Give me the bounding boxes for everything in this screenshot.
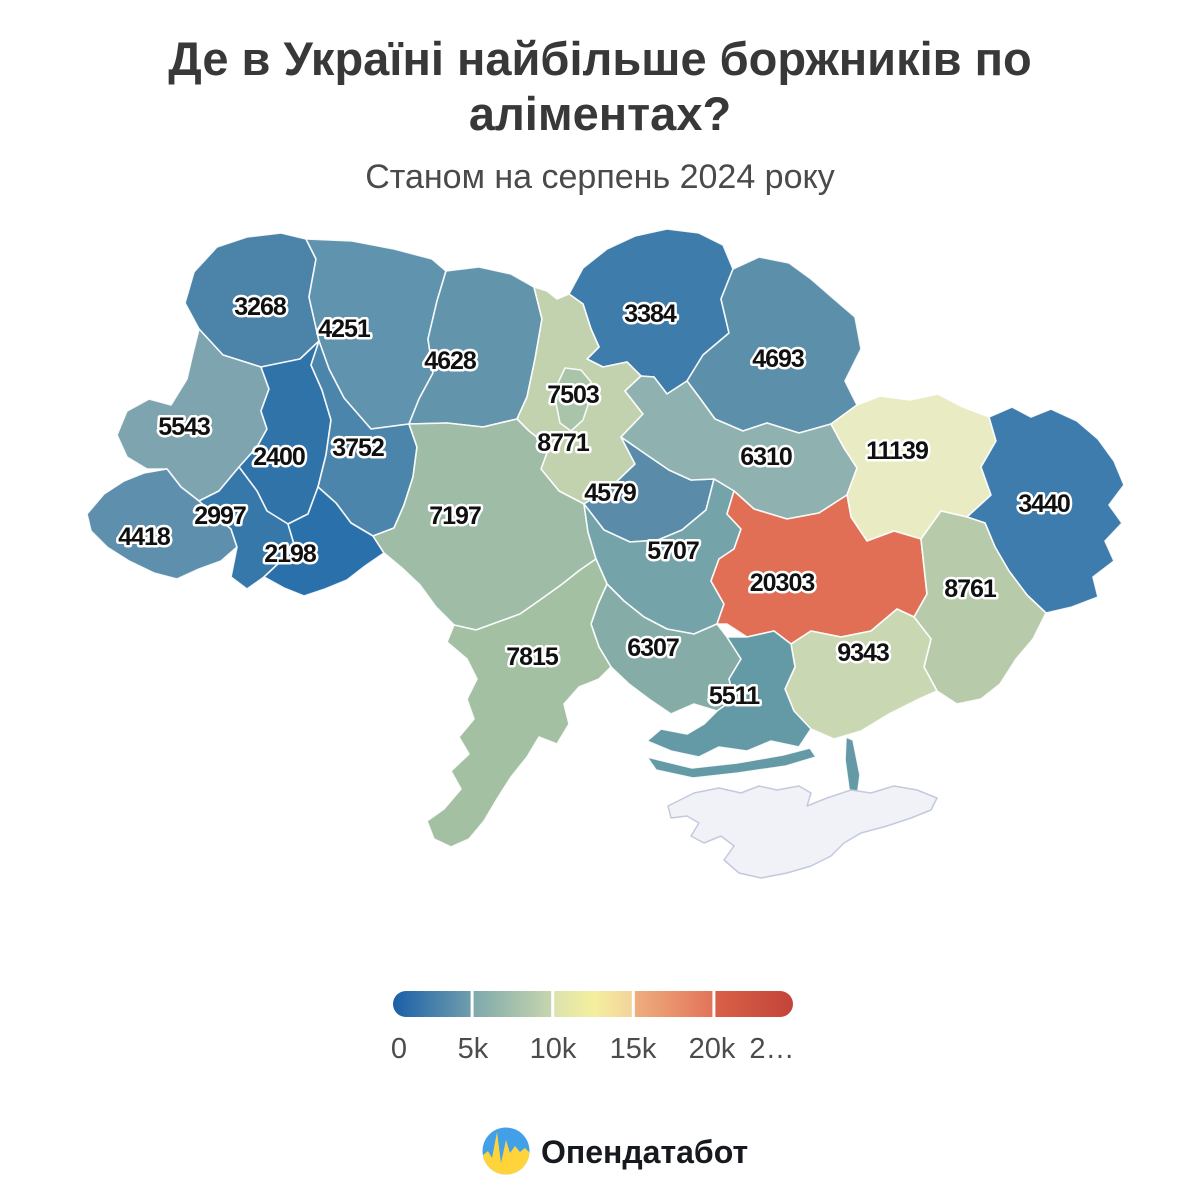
value-label-chernihiv: 3384 [624,300,677,328]
value-label-sumy: 4693 [752,345,804,373]
value-label-vinnytsia: 7197 [429,502,481,530]
legend-tick-15k: 15k [610,1033,657,1065]
value-label-kharkiv: 11139 [866,437,928,465]
value-label-cherkasy: 4579 [584,479,636,507]
value-label-donetsk: 8761 [944,575,997,603]
page-title: Де в Україні найбільше боржників по алім… [168,32,1032,140]
legend-gradient-bar [393,991,793,1017]
value-label-lviv: 5543 [158,413,210,441]
value-label-kyiv-city: 7503 [547,381,599,409]
value-label-odesa: 7815 [506,643,559,671]
page-subtitle: Станом на серпень 2024 року [365,158,835,196]
value-label-zhytomyr: 4628 [424,347,477,375]
opendatabot-logo: Опендатабот [482,1127,748,1175]
legend-tick-5k: 5k [458,1033,489,1065]
value-label-ternopil: 2400 [253,443,305,471]
region-odesa [426,558,612,848]
value-label-luhansk: 3440 [1018,490,1070,518]
value-label-dnipropetrovsk: 20303 [750,569,815,597]
map-regions [86,228,1125,879]
value-label-zakarpattia: 4418 [118,523,171,551]
logo-wordmark: Опендатабот [541,1134,748,1170]
color-legend: 0 5k 10k 15k 20k 2… [391,991,795,1065]
value-label-zaporizhzhia: 9343 [837,639,889,667]
region-kyiv-city [555,367,592,432]
value-label-kyiv-oblast: 8771 [537,429,590,457]
region-donetsk [913,510,1047,705]
value-label-volyn: 3268 [234,293,287,321]
value-label-khmelnytskyi: 3752 [332,434,384,462]
value-label-chernivtsi: 2198 [264,540,317,568]
value-label-mykolaiv: 6307 [627,634,679,662]
region-crimea-no-data [667,785,938,879]
pulse-line-icon [482,1132,530,1175]
value-label-rivne: 4251 [318,315,371,343]
opendatabot-logo-icon [482,1127,530,1175]
legend-tick-10k: 10k [530,1033,577,1065]
value-label-kirovohrad: 5707 [647,537,699,565]
value-label-kherson: 5511 [709,682,760,710]
map-value-labels: 3268 4251 4628 3384 4693 8771 7503 5543 … [116,291,1074,713]
region-kherson [646,630,812,758]
value-label-poltava: 6310 [740,443,792,471]
legend-tick-0: 0 [391,1033,407,1065]
legend-tick-20k: 20k [689,1033,736,1065]
region-chernivtsi [263,486,385,597]
value-label-ivano-frankivsk: 2997 [194,502,246,530]
kherson-coastal-spit [646,747,817,779]
arabat-spit [844,736,861,799]
legend-tick-25k-truncated: 2… [749,1033,794,1065]
